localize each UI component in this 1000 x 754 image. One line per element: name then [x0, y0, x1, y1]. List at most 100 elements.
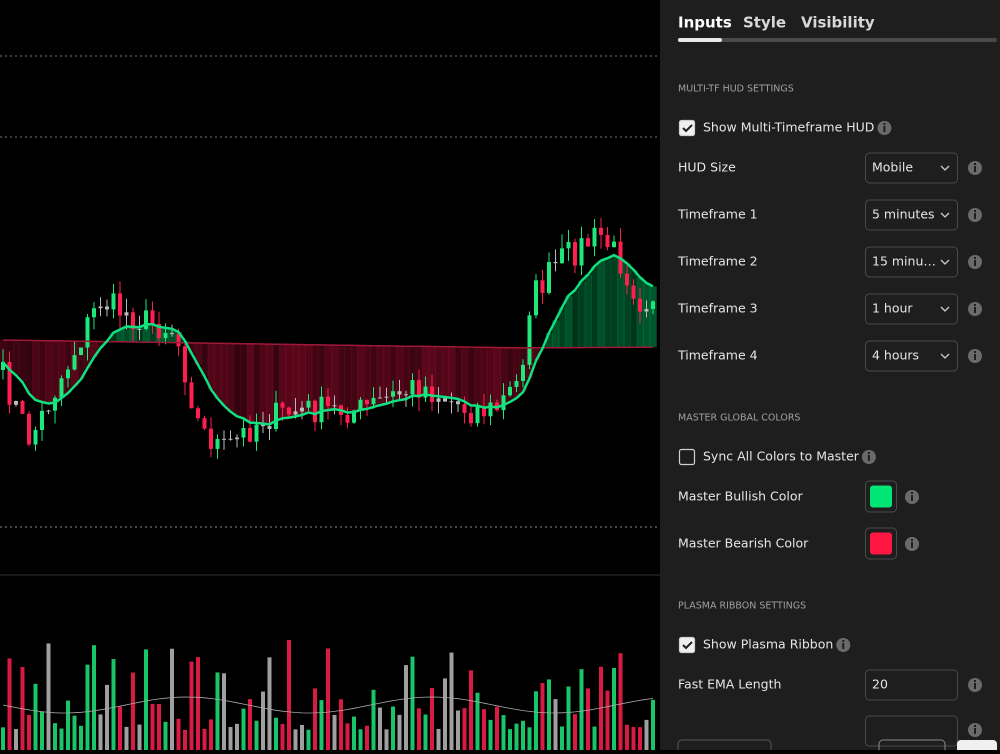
candle-body [586, 238, 590, 246]
volume-bar [92, 645, 96, 750]
candle-body [164, 333, 168, 338]
button[interactable] [957, 740, 997, 750]
tab[interactable]: Style [743, 14, 786, 32]
dropdown-value: 1 hour [872, 301, 913, 316]
candle-body [170, 333, 174, 334]
ribbon-fill [650, 286, 657, 347]
volume-bar [125, 727, 129, 750]
candle-body [112, 293, 116, 309]
volume-bar [567, 686, 571, 750]
volume-bar [411, 657, 415, 750]
checkbox-label: Sync All Colors to Master [703, 449, 860, 464]
info-glyph [974, 260, 976, 266]
volume-bar [586, 688, 590, 750]
dropdown-value: Mobile [872, 160, 913, 175]
volume-bar [593, 727, 597, 750]
candle-body [34, 430, 38, 445]
section-title: MULTI-TF HUD SETTINGS [678, 84, 794, 95]
ribbon-fill [474, 347, 481, 405]
candle-body [528, 315, 532, 365]
volume-bar [164, 722, 168, 750]
candle-body [138, 329, 142, 330]
info-dot [883, 123, 885, 125]
candle-body [450, 401, 454, 402]
candle-body [502, 395, 506, 410]
candle-body [183, 346, 187, 382]
info-dot [974, 680, 976, 682]
checkbox[interactable] [680, 638, 695, 653]
candle-body [248, 428, 252, 442]
volume-bar [235, 724, 239, 750]
candle-body [404, 394, 408, 395]
ribbon-fill [32, 341, 39, 401]
candle-body [190, 382, 194, 408]
volume-bar [651, 700, 655, 750]
volume-bar [424, 715, 428, 750]
volume-bar [99, 714, 103, 750]
candle-body [196, 408, 200, 418]
candle-body [281, 403, 285, 408]
volume-bar [398, 715, 402, 750]
volume-bar [60, 729, 64, 750]
volume-bar [645, 720, 649, 750]
volume-bar [625, 725, 629, 750]
candle-body [294, 411, 298, 414]
volume-bar [547, 679, 551, 750]
volume-bar [112, 659, 116, 750]
volume-bar [255, 721, 259, 750]
ribbon-fill [247, 344, 254, 423]
volume-bar [339, 699, 343, 750]
candle-body [320, 397, 324, 423]
volume-bar [27, 715, 31, 750]
candle-body [365, 400, 369, 404]
candle-body [47, 411, 51, 412]
tab[interactable]: Inputs [678, 14, 732, 32]
volume-bar [118, 707, 122, 750]
volume-bar [502, 715, 506, 750]
volume-bar [638, 727, 642, 750]
ribbon-fill [52, 341, 59, 403]
ribbon-fill [260, 344, 267, 424]
candle-body [580, 238, 584, 265]
volume-bar [437, 729, 441, 750]
ribbon-fill [351, 345, 358, 412]
candle-body [515, 381, 519, 387]
volume-bar [352, 717, 356, 750]
candle-body [391, 391, 395, 396]
candle-body [216, 439, 220, 449]
volume-bar [469, 670, 473, 750]
volume-bar [8, 658, 12, 750]
ribbon-fill [455, 347, 462, 399]
ribbon-fill [565, 296, 572, 348]
candle-body [398, 391, 402, 394]
dropdown-value: 15 minu… [872, 254, 936, 269]
volume-bar [274, 718, 278, 750]
candle-body [612, 242, 616, 248]
volume-bar [261, 692, 265, 750]
ribbon-fill [448, 347, 455, 398]
volume-bar [268, 657, 272, 750]
volume-bar [417, 708, 421, 750]
volume-bar [105, 685, 109, 750]
checkbox[interactable] [680, 121, 695, 136]
candle-body [606, 235, 610, 247]
checkbox-label: Show Plasma Ribbon [703, 637, 833, 652]
info-dot [842, 640, 844, 642]
candle-body [235, 438, 239, 440]
info-dot [868, 452, 870, 454]
volume-bar [209, 719, 213, 750]
volume-bar [528, 727, 532, 750]
volume-bar [346, 723, 350, 750]
ribbon-fill [468, 347, 475, 405]
volume-bar [489, 720, 493, 750]
tab[interactable]: Visibility [801, 14, 875, 32]
candle-body [372, 398, 376, 404]
field-label: Timeframe 1 [677, 207, 758, 222]
ribbon-fill [19, 340, 26, 382]
volume-bar [40, 712, 44, 750]
volume-bar [131, 672, 135, 750]
info-glyph [974, 683, 976, 689]
field-label: Fast EMA Length [678, 677, 781, 692]
volume-bar [79, 726, 83, 750]
